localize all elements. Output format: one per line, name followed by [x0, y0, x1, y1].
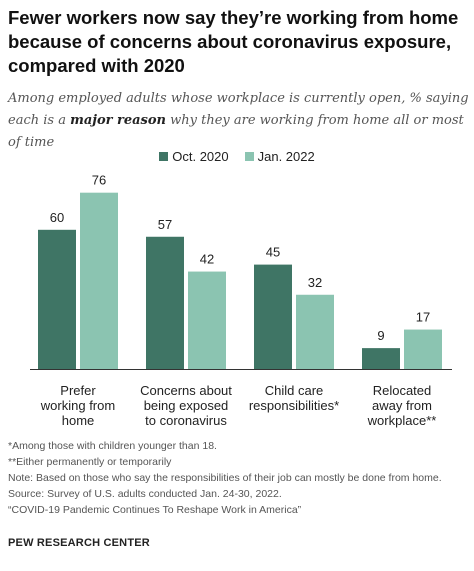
bar-oct-2020-3	[362, 348, 400, 369]
report-title: “COVID-19 Pandemic Continues To Reshape …	[8, 504, 302, 516]
bar-jan-2022-1	[188, 271, 226, 369]
data-label-jan-2022-3: 17	[416, 310, 430, 325]
legend: Oct. 2020 Jan. 2022	[0, 147, 474, 165]
note-text: Note: Based on those who say the respons…	[8, 472, 442, 484]
bar-oct-2020-0	[38, 229, 76, 369]
legend-label-oct-2020: Oct. 2020	[172, 148, 229, 164]
subtitle-text-pre: Among employed adults whose workplace is…	[8, 91, 469, 128]
legend-swatch-jan-2022	[244, 151, 254, 161]
category-label-3: Relocated away from workplace**	[367, 383, 437, 428]
bar-chart: 60 76 Prefer working from home 57 42 Concerns a…	[30, 173, 452, 428]
legend-swatch-oct-2020	[159, 151, 169, 161]
legend-label-jan-2022: Jan. 2022	[257, 148, 315, 164]
data-label-oct-2020-1: 57	[158, 217, 172, 232]
data-label-jan-2022-0: 76	[92, 173, 106, 188]
footnote-relocated: **Either permanently or temporarily	[8, 456, 172, 468]
category-label-2: Child care responsibilities*	[249, 383, 339, 413]
category-label-1: Concerns about being exposed to coronaviru…	[140, 383, 232, 428]
footnote-children: *Among those with children younger than …	[8, 440, 217, 452]
bar-jan-2022-3	[404, 329, 442, 369]
subtitle-emphasis: major reason	[70, 113, 166, 128]
category-label-0: Prefer working from home	[40, 383, 115, 428]
bar-oct-2020-1	[146, 236, 184, 369]
data-label-oct-2020-0: 60	[50, 210, 64, 225]
data-label-oct-2020-3: 9	[377, 328, 384, 343]
legend-item-oct-2020: Oct. 2020	[159, 148, 229, 164]
subtitle-text-post: why they are working from home all or mo…	[8, 113, 464, 150]
bar-jan-2022-2	[296, 294, 334, 369]
data-label-jan-2022-2: 32	[308, 275, 322, 290]
data-label-oct-2020-2: 45	[266, 245, 280, 260]
pew-research-center-logo: PEW RESEARCH CENTER	[8, 537, 150, 549]
legend-item-jan-2022: Jan. 2022	[244, 148, 315, 164]
bar-jan-2022-0	[80, 192, 118, 369]
chart-title: Fewer workers now say they’re working fr…	[8, 7, 459, 76]
bar-oct-2020-2	[254, 264, 292, 369]
chart-notes: *Among those with children younger than …	[8, 438, 470, 518]
data-label-jan-2022-1: 42	[200, 252, 214, 267]
source-text: Source: Survey of U.S. adults conducted …	[8, 488, 282, 500]
chart-subtitle: Among employed adults whose workplace is…	[8, 88, 470, 154]
